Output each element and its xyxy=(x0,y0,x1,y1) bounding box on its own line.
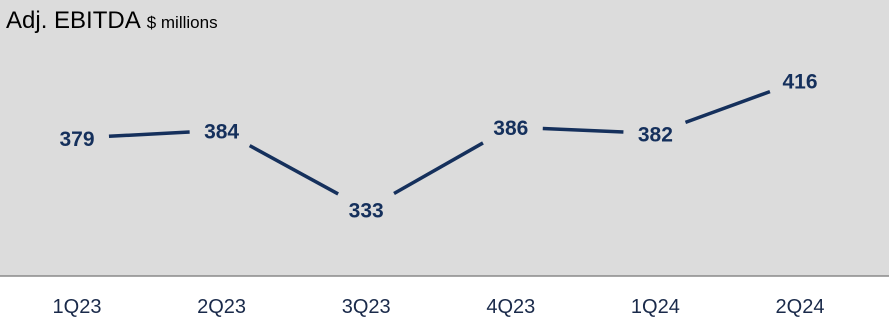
data-label-2Q23: 384 xyxy=(204,120,239,143)
data-label-1Q23: 379 xyxy=(59,128,94,151)
line-segment-3Q23-4Q23 xyxy=(393,141,484,196)
x-tick-label-4Q23: 4Q23 xyxy=(486,296,535,318)
chart-title: Adj. EBITDA $ millions xyxy=(6,7,218,34)
data-label-2Q24: 416 xyxy=(782,71,817,94)
chart-title-unit: $ millions xyxy=(147,13,218,32)
line-segment-2Q23-3Q23 xyxy=(248,144,339,196)
plot-background xyxy=(0,0,889,276)
x-tick-label-2Q23: 2Q23 xyxy=(197,296,246,318)
line-series xyxy=(108,89,771,196)
data-labels: 379 384 333 386 382 416 xyxy=(59,71,817,223)
data-label-4Q23: 386 xyxy=(493,117,528,140)
chart-title-main: Adj. EBITDA xyxy=(6,7,141,34)
x-tick-label-2Q24: 2Q24 xyxy=(776,296,825,318)
data-label-3Q23: 333 xyxy=(349,199,384,222)
line-segment-4Q23-1Q24 xyxy=(542,126,624,134)
x-tick-label-1Q24: 1Q24 xyxy=(631,296,680,318)
x-axis-ticks: 1Q23 2Q23 3Q23 4Q23 1Q24 2Q24 xyxy=(53,296,825,318)
line-segment-1Q23-2Q23 xyxy=(108,130,190,139)
data-label-1Q24: 382 xyxy=(638,123,673,146)
x-tick-label-3Q23: 3Q23 xyxy=(342,296,391,318)
line-segment-1Q24-2Q24 xyxy=(684,89,771,125)
x-tick-label-1Q23: 1Q23 xyxy=(53,296,102,318)
